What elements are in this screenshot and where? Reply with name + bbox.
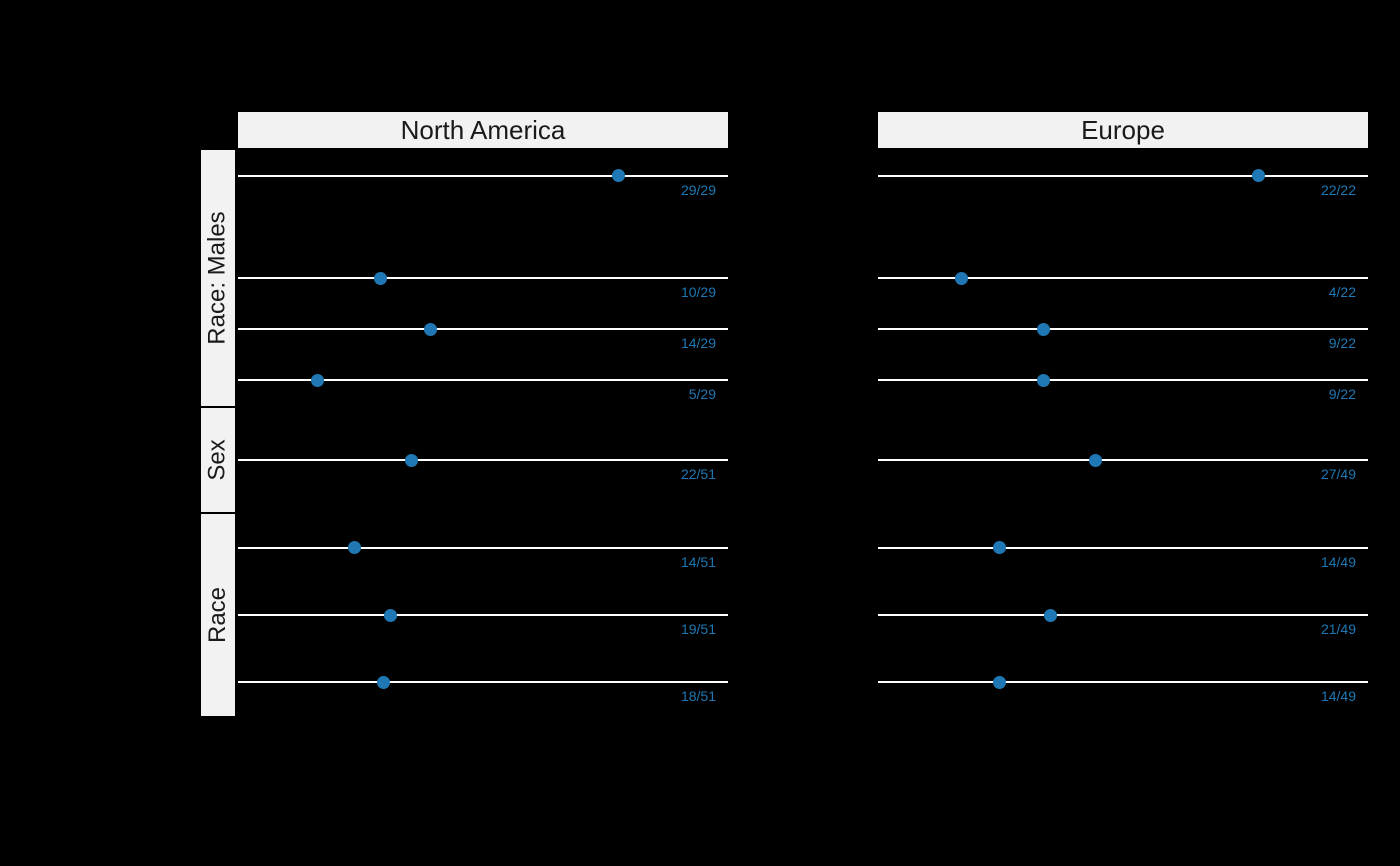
fraction-label: 29/29 bbox=[680, 181, 716, 198]
data-dot bbox=[992, 541, 1006, 555]
row-line bbox=[238, 379, 728, 382]
row-line bbox=[878, 277, 1368, 279]
fraction-label: 22/22 bbox=[1320, 181, 1356, 198]
row-line bbox=[878, 614, 1368, 616]
data-dot bbox=[376, 675, 390, 689]
fraction-label: 9/22 bbox=[1328, 335, 1356, 352]
fraction-label: 4/22 bbox=[1328, 284, 1356, 300]
row-line bbox=[238, 614, 728, 616]
facet-strip: Race: Males bbox=[201, 150, 235, 406]
facet-strip-label: Race: Males bbox=[204, 211, 232, 345]
data-dot bbox=[1037, 322, 1051, 336]
data-dot bbox=[424, 322, 438, 336]
data-dot bbox=[374, 271, 388, 285]
data-dot bbox=[992, 675, 1006, 689]
row-line bbox=[238, 546, 728, 549]
row-line bbox=[878, 379, 1368, 382]
facet-strip-label: Sex bbox=[204, 439, 232, 481]
row-line bbox=[878, 459, 1368, 461]
fraction-label: 9/22 bbox=[1328, 386, 1356, 403]
fraction-label: 14/29 bbox=[680, 335, 716, 352]
facet-strip-label: Race bbox=[204, 586, 231, 644]
data-dot bbox=[405, 453, 419, 467]
fraction-label: 21/49 bbox=[1320, 621, 1356, 637]
row-line bbox=[238, 681, 728, 684]
row-line bbox=[238, 459, 728, 461]
facet-strip: Sex bbox=[201, 408, 235, 512]
fraction-label: 27/49 bbox=[1320, 466, 1356, 482]
fraction-label: 14/51 bbox=[680, 553, 716, 570]
panel-header-north-america: North America bbox=[238, 112, 728, 148]
data-dot bbox=[384, 608, 398, 622]
panel-header-europe: Europe bbox=[878, 112, 1368, 148]
fraction-label: 10/29 bbox=[680, 284, 716, 300]
row-line bbox=[878, 174, 1368, 177]
data-dot bbox=[1037, 373, 1051, 387]
data-dot bbox=[311, 373, 325, 387]
fraction-label: 18/51 bbox=[680, 688, 716, 705]
fraction-label: 5/29 bbox=[688, 386, 716, 403]
facet-strip: Race bbox=[201, 514, 235, 716]
data-dot bbox=[1088, 453, 1102, 467]
data-dot bbox=[954, 271, 968, 285]
fraction-label: 19/51 bbox=[680, 621, 716, 637]
fraction-label: 22/51 bbox=[680, 466, 716, 482]
row-line bbox=[238, 174, 728, 177]
fraction-label: 14/49 bbox=[1320, 688, 1356, 705]
row-line bbox=[878, 328, 1368, 331]
data-dot bbox=[348, 541, 362, 555]
row-line bbox=[238, 328, 728, 331]
row-line bbox=[878, 546, 1368, 549]
row-line bbox=[238, 277, 728, 279]
data-dot bbox=[1252, 169, 1266, 183]
fraction-label: 14/49 bbox=[1320, 553, 1356, 570]
data-dot bbox=[612, 169, 626, 183]
data-dot bbox=[1044, 608, 1058, 622]
row-line bbox=[878, 681, 1368, 684]
